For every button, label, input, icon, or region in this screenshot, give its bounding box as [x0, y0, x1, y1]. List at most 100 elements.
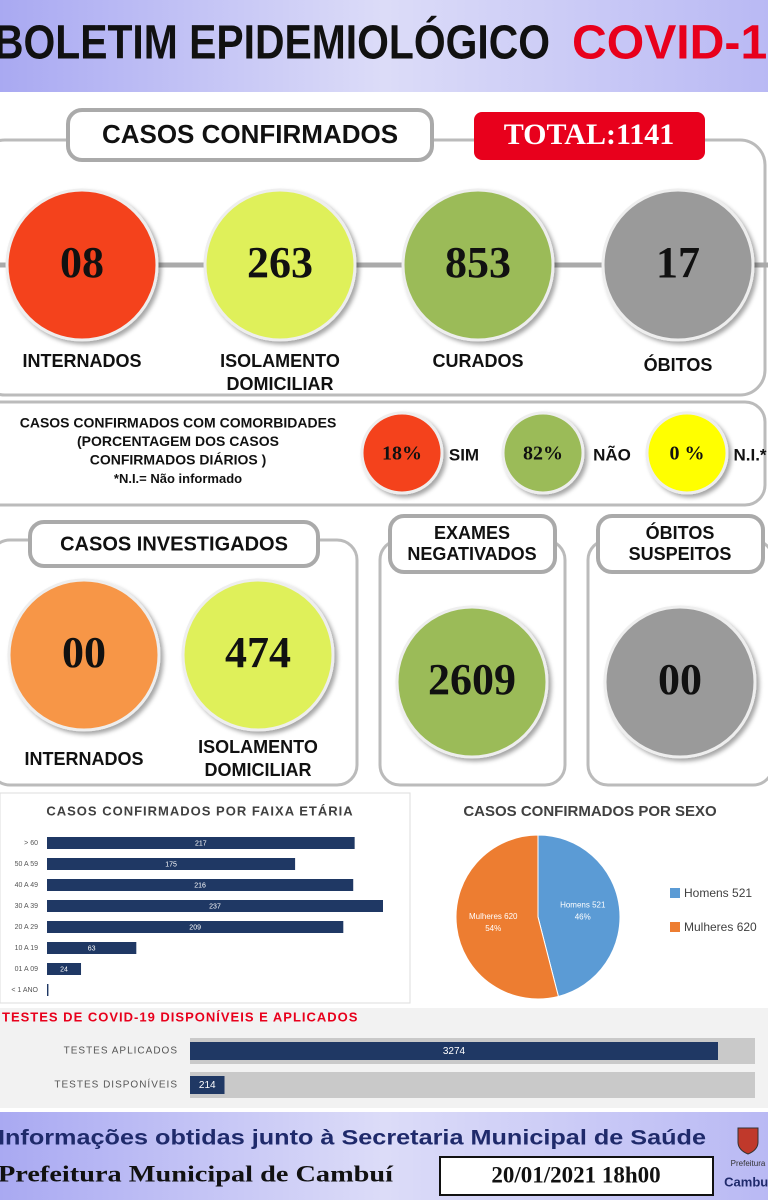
bar	[47, 837, 355, 849]
category-label: 30 A 39	[15, 903, 38, 910]
bar	[47, 858, 296, 870]
legend-label: Homens 521	[684, 886, 752, 900]
bar	[190, 1042, 718, 1060]
section-pill	[388, 514, 557, 574]
section-pill	[66, 108, 434, 162]
indicator-value: 08	[60, 238, 104, 287]
indicator-label: ISOLAMENTO	[220, 351, 340, 371]
data-label: 24	[60, 966, 68, 973]
bar	[47, 963, 82, 975]
indicator-value: 18%	[382, 443, 422, 465]
logo-text: Prefeitura	[731, 1159, 766, 1168]
category-label: 10 A 19	[15, 945, 38, 952]
section-title: SUSPEITOS	[629, 544, 732, 564]
data-label: 237	[209, 903, 221, 910]
comorbidity-note: (PORCENTAGEM DOS CASOS	[77, 433, 279, 449]
indicator-circle	[603, 605, 757, 759]
comorbidity-note: CONFIRMADOS DIÁRIOS )	[90, 452, 267, 468]
indicator-circle	[7, 578, 161, 732]
section-title: EXAMES	[434, 523, 510, 543]
legend-swatch	[670, 922, 680, 932]
chart-title: CASOS CONFIRMADOS POR FAIXA ETÁRIA	[46, 803, 353, 818]
indicator-value: 17	[656, 238, 700, 287]
data-label: 63	[88, 945, 96, 952]
indicator-circle	[401, 188, 555, 342]
indicator-circle	[601, 188, 755, 342]
indicator-value: 0 %	[670, 443, 705, 465]
category-label: < 1 ANO	[11, 987, 38, 994]
chart-title: CASOS CONFIRMADOS POR SEXO	[463, 803, 717, 820]
indicator-label: DOMICILIAR	[227, 374, 334, 394]
indicator-circle	[501, 411, 585, 495]
indicator-value: 00	[658, 655, 702, 704]
source: Informações obtidas junto à Secretaria M…	[0, 1127, 706, 1150]
date-box	[439, 1156, 714, 1196]
pie-slice	[455, 834, 560, 1000]
slice-value: 54%	[485, 924, 501, 933]
data-label: 216	[194, 882, 206, 889]
category-label: 01 A 09	[15, 966, 38, 973]
category-label: 40 A 49	[15, 882, 38, 889]
bar-track	[190, 1072, 755, 1098]
indicator-circle	[645, 411, 729, 495]
data-label: 214	[199, 1080, 216, 1091]
total-badge	[474, 112, 705, 160]
indicator-value: 263	[247, 238, 313, 287]
slice-label: Mulheres 620	[469, 912, 518, 921]
legend-swatch	[670, 888, 680, 898]
comorbidity-note: CASOS CONFIRMADOS COM COMORBIDADES	[20, 415, 337, 431]
total: TOTAL:1141	[504, 118, 675, 151]
logo-shield	[737, 1127, 759, 1155]
data-label: 209	[189, 924, 201, 931]
comorbidity-label: SIM	[449, 445, 479, 464]
slice-value: 46%	[575, 912, 591, 921]
slice-label: Homens 521	[560, 900, 606, 909]
category-label: > 60	[24, 840, 38, 847]
category-label: TESTES APLICADOS	[64, 1046, 178, 1057]
indicator-label: ÓBITOS	[644, 354, 713, 375]
comorbidity-note: *N.I.= Não informado	[114, 471, 242, 486]
header-band	[0, 0, 768, 92]
bar	[47, 921, 344, 933]
section-pill	[596, 514, 765, 574]
indicator-label: INTERNADOS	[24, 749, 143, 769]
pie-slice	[537, 834, 621, 998]
indicator-circle	[181, 578, 335, 732]
indicator-value: 00	[62, 628, 106, 677]
comorbidity-label: N.I.*	[733, 445, 766, 464]
category-label: TESTES DISPONÍVEIS	[54, 1078, 178, 1091]
indicator-circle	[395, 605, 549, 759]
indicator-value: 2609	[428, 655, 516, 704]
header-highlight: COVID-19	[572, 17, 768, 70]
legend-label: Mulheres 620	[684, 920, 757, 934]
section-title: ÓBITOS	[646, 522, 715, 543]
city-hall: Prefeitura Municipal de Cambuí	[0, 1161, 394, 1186]
bar	[190, 1076, 225, 1094]
indicator-value: 82%	[523, 443, 563, 465]
category-label: 50 A 59	[15, 861, 38, 868]
category-label: 20 A 29	[15, 924, 38, 931]
date: 20/01/2021 18h00	[491, 1162, 660, 1187]
section-title: CASOS INVESTIGADOS	[60, 533, 288, 555]
section-title: NEGATIVADOS	[407, 544, 536, 564]
indicator-label: CURADOS	[432, 351, 523, 371]
bar	[47, 900, 383, 912]
section-title: CASOS CONFIRMADOS	[102, 119, 398, 149]
section-pill	[28, 520, 320, 568]
comorbidity-label: NÃO	[593, 444, 631, 464]
data-label: 3274	[443, 1046, 466, 1057]
indicator-value: 474	[225, 628, 291, 677]
bar	[47, 984, 49, 996]
data-label: 175	[165, 861, 177, 868]
indicator-circle	[5, 188, 159, 342]
indicator-circle	[360, 411, 444, 495]
chart-title: TESTES DE COVID-19 DISPONÍVEIS E APLICAD…	[2, 1009, 358, 1024]
indicator-label: INTERNADOS	[22, 351, 141, 371]
indicator-label: ISOLAMENTO	[198, 737, 318, 757]
logo-text: Cambuí	[724, 1174, 768, 1189]
bar	[47, 879, 354, 891]
indicator-circle	[203, 188, 357, 342]
header-title: BOLETIM EPIDEMIOLÓGICO	[0, 15, 550, 70]
